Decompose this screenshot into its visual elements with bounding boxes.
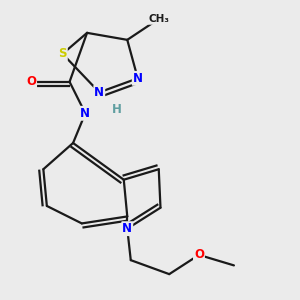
Text: N: N — [94, 86, 104, 99]
Text: H: H — [112, 103, 122, 116]
Text: N: N — [122, 222, 132, 235]
Text: CH₃: CH₃ — [148, 14, 169, 24]
Text: S: S — [58, 47, 67, 60]
Text: N: N — [80, 107, 90, 120]
Text: O: O — [194, 248, 204, 261]
Text: N: N — [133, 72, 143, 85]
Text: O: O — [26, 75, 36, 88]
